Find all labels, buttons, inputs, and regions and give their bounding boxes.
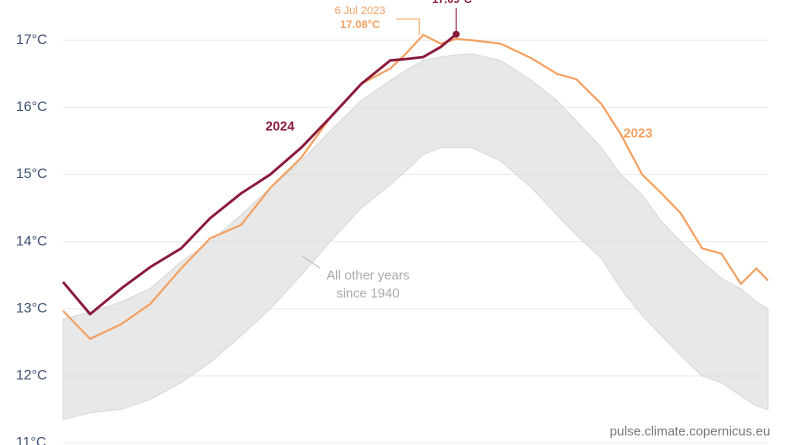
y-tick-label: 17°C [16, 31, 47, 47]
annotation: 17.08°C [340, 19, 380, 31]
y-tick-label: 14°C [16, 232, 47, 248]
y-tick-label: 13°C [16, 299, 47, 315]
other-years-band [62, 53, 769, 421]
series-label: 2024 [266, 118, 296, 133]
source: pulse.climate.copernicus.eu [610, 423, 770, 438]
series-line [62, 33, 769, 340]
y-tick-label: 12°C [16, 367, 47, 383]
annotation: 6 Jul 2023 [335, 5, 386, 17]
y-tick-label: 11°C [16, 434, 46, 445]
series-line [62, 33, 457, 316]
band-connector [301, 255, 321, 269]
y-tick-label: 16°C [16, 98, 47, 114]
annotation: 17.09°C [432, 0, 472, 6]
series-label: 2023 [624, 125, 653, 140]
annotation-connector [396, 18, 420, 35]
band-label: since 1940 [337, 285, 400, 300]
y-tick-label: 15°C [16, 165, 47, 181]
peak-dot [452, 30, 460, 38]
band-label: All other years [326, 267, 410, 282]
